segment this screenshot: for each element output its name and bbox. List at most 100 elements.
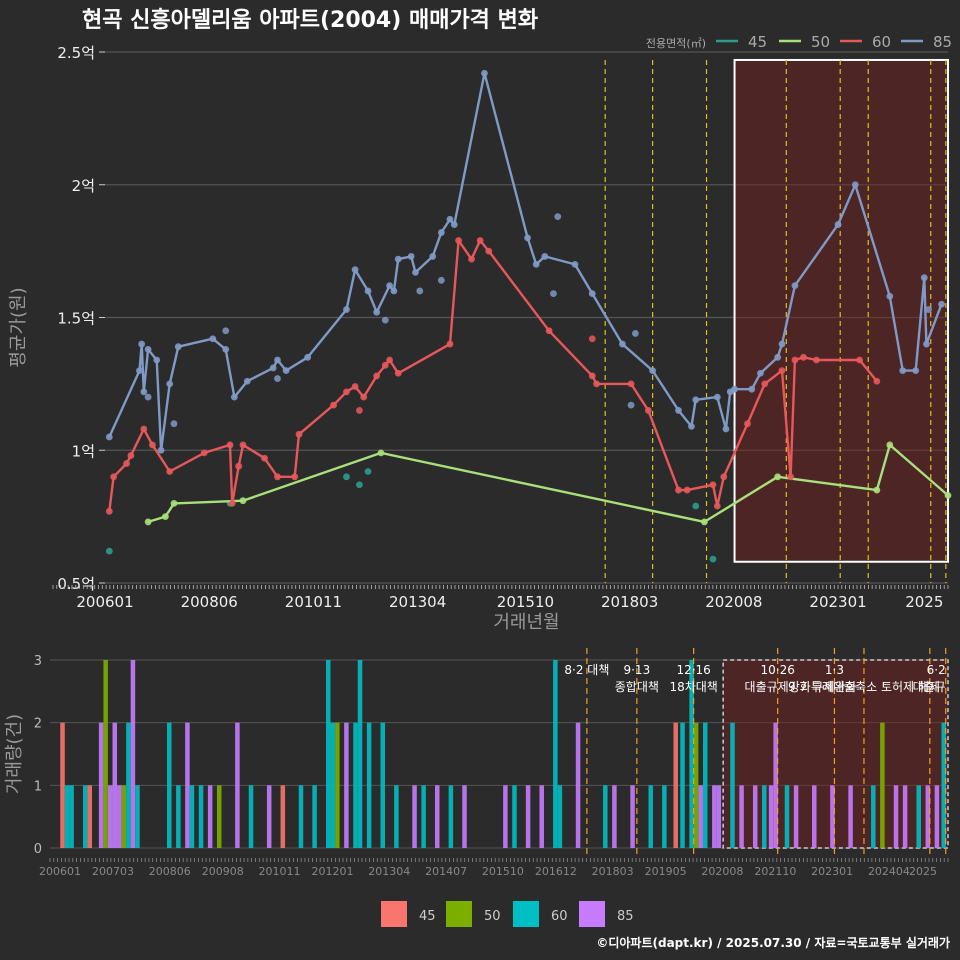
bar-60	[762, 785, 767, 848]
bar-85	[575, 722, 581, 848]
bar-50	[216, 785, 222, 848]
data-point-50	[944, 491, 952, 499]
bar-60	[557, 785, 563, 848]
data-point-85	[269, 364, 277, 372]
bar-60	[69, 785, 74, 848]
data-point-60	[588, 372, 596, 380]
y-tick-label: 1억	[72, 442, 95, 460]
data-point-60	[356, 407, 363, 414]
data-point-85	[757, 369, 764, 377]
bar-85	[412, 785, 417, 848]
bar-60	[330, 722, 336, 848]
data-point-60	[683, 486, 691, 494]
data-point-85	[351, 266, 359, 274]
data-point-60	[291, 473, 299, 481]
bar-legend-swatch-50	[446, 901, 472, 927]
data-point-85	[437, 276, 445, 284]
data-point-60	[381, 361, 389, 369]
data-point-50	[886, 441, 894, 449]
bar-60	[941, 722, 946, 848]
data-point-85	[243, 377, 251, 385]
data-point-50	[161, 513, 169, 521]
data-point-45	[709, 555, 717, 563]
data-point-60	[373, 372, 381, 380]
bar-60	[312, 785, 317, 848]
bar-60	[353, 722, 358, 848]
data-point-85	[748, 385, 756, 393]
data-point-85	[282, 367, 290, 374]
data-point-85	[481, 69, 488, 77]
bar-85	[235, 722, 240, 848]
bar-85	[207, 785, 213, 848]
bar-60	[380, 722, 385, 848]
event-label: 18차대책	[669, 679, 717, 694]
bar-60	[357, 660, 363, 848]
x-tick-label: 201510	[497, 593, 554, 611]
data-point-85	[588, 290, 596, 298]
data-point-60	[485, 247, 493, 255]
data-point-60	[140, 425, 148, 433]
data-point-60	[455, 237, 462, 244]
bar-x-tick-label: 201612	[535, 865, 577, 878]
data-point-60	[588, 335, 596, 343]
bar-85	[266, 785, 272, 848]
x-tick-label: 201304	[389, 593, 446, 611]
bar-60	[82, 785, 88, 848]
data-point-85	[912, 367, 920, 374]
bar-50	[335, 722, 340, 848]
data-point-45	[343, 473, 350, 481]
data-point-60	[627, 380, 635, 388]
bar-85	[525, 785, 531, 848]
bar-60	[784, 785, 790, 848]
x-tick-label: 202301	[809, 593, 866, 611]
bar-50	[693, 722, 699, 848]
event-label: 대출규제강화	[745, 680, 811, 694]
y-tick-label: 2억	[72, 177, 95, 195]
bar-85	[716, 785, 722, 848]
data-point-60	[446, 340, 454, 348]
bar-60	[64, 785, 70, 848]
data-point-60	[235, 462, 243, 470]
event-label: 8·2 대책	[564, 662, 609, 677]
bar-85	[185, 722, 190, 848]
bar-85	[848, 785, 853, 848]
bar-60	[248, 785, 254, 848]
data-point-85	[851, 181, 859, 189]
bar-85	[462, 785, 467, 848]
data-point-85	[774, 353, 782, 361]
data-point-85	[446, 215, 454, 223]
data-point-60	[744, 420, 751, 428]
data-point-85	[923, 340, 930, 348]
bar-85	[98, 722, 104, 848]
bar-50	[103, 660, 108, 848]
data-point-60	[545, 327, 553, 335]
data-point-85	[722, 425, 730, 433]
data-point-85	[627, 401, 635, 409]
bar-85	[925, 785, 931, 848]
x-tick-label: 202008	[705, 593, 762, 611]
event-label: 10·26	[760, 663, 794, 677]
bar-x-tick-label: 201803	[592, 865, 634, 878]
bar-x-tick-label: 201011	[259, 865, 301, 878]
data-point-85	[230, 393, 238, 401]
event-label: 9·7 특례대출축소 토허제 해제	[788, 680, 940, 694]
bar-45	[87, 785, 93, 848]
bar-85	[812, 785, 817, 848]
y-tick-label: 1.5억	[57, 310, 95, 328]
bar-85	[712, 785, 717, 848]
data-point-85	[170, 420, 178, 428]
x-tick-label: 200806	[181, 593, 238, 611]
bar-x-tick-label: 202404	[868, 865, 910, 878]
data-point-60	[261, 454, 268, 462]
data-point-85	[429, 253, 437, 260]
bar-60	[702, 722, 708, 848]
legend-title: 전용면적(㎡)	[646, 37, 706, 50]
bar-85	[773, 722, 778, 848]
data-point-85	[524, 234, 531, 242]
bar-legend-swatch-60	[513, 901, 539, 927]
data-point-85	[407, 253, 415, 260]
bar-85	[830, 785, 835, 848]
data-point-85	[731, 385, 738, 393]
series-line-50	[147, 443, 949, 524]
bar-85	[893, 785, 899, 848]
